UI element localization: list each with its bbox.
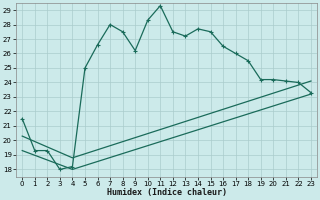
X-axis label: Humidex (Indice chaleur): Humidex (Indice chaleur) — [107, 188, 227, 197]
